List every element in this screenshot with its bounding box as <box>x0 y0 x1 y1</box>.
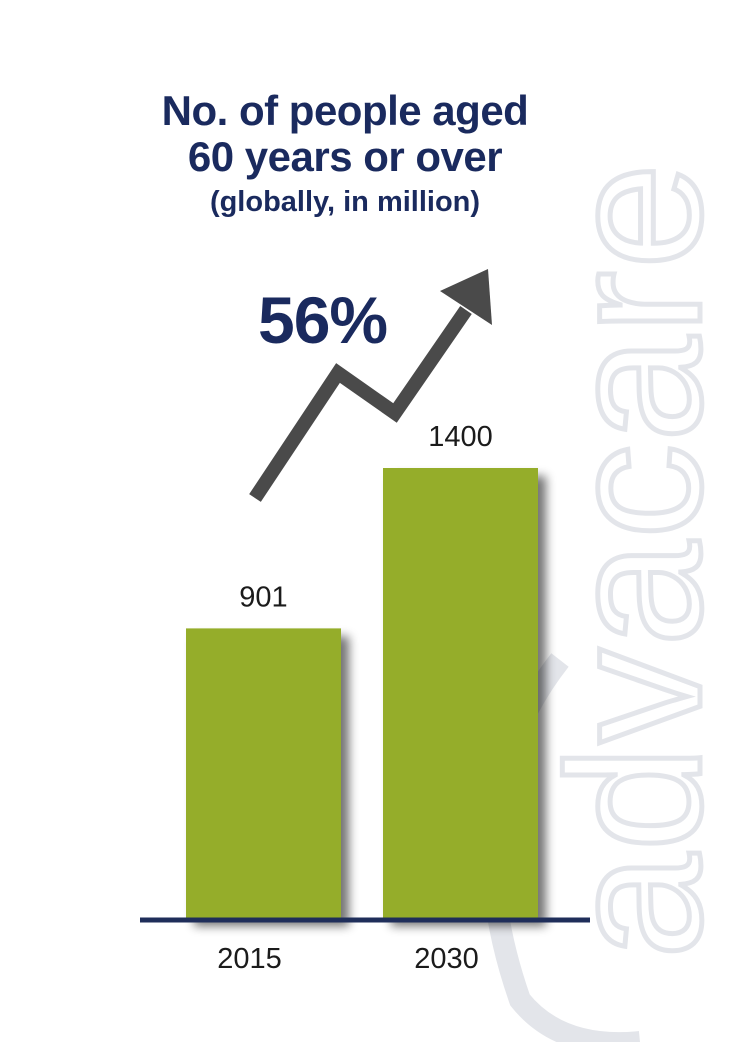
title-line-1: No. of people aged <box>161 87 529 134</box>
data-label-2015: 901 <box>239 581 287 613</box>
growth-arrow-icon <box>249 269 492 502</box>
bars-group <box>186 468 538 918</box>
chart-title: No. of people aged 60 years or over (glo… <box>110 88 580 222</box>
chart-subtitle: (globally, in million) <box>209 186 481 218</box>
labels-group: 901 2015 1400 2030 <box>217 421 493 975</box>
x-tick-2030: 2030 <box>414 943 479 975</box>
bar-2015 <box>186 628 341 918</box>
title-line-2: 60 years or over <box>187 133 503 180</box>
data-label-2030: 1400 <box>428 421 493 453</box>
x-tick-2015: 2015 <box>217 943 282 975</box>
svg-text:advacare: advacare <box>529 161 729 959</box>
bar-2030 <box>383 468 538 918</box>
growth-percentage: 56% <box>258 283 388 357</box>
